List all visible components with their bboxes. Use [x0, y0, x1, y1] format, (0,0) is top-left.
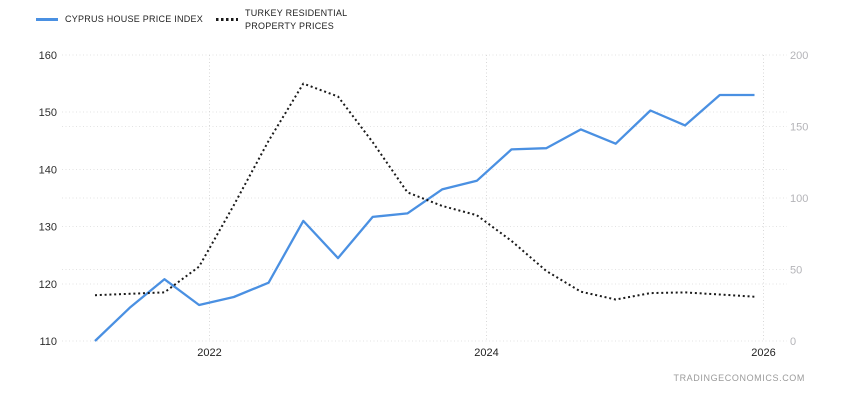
left-axis-tick-label: 150: [39, 107, 57, 119]
x-axis-tick-label: 2024: [474, 347, 498, 359]
cyprus-line-series: [94, 93, 755, 342]
x-axis-tick-label: 2026: [751, 347, 775, 359]
solid-line-swatch-icon: [36, 18, 58, 21]
left-axis-tick-label: 120: [39, 279, 57, 291]
dotted-line-swatch-icon: [216, 18, 239, 21]
left-axis-tick-label: 110: [39, 336, 57, 348]
right-axis-tick-label: 150: [790, 122, 808, 134]
turkey-line-series: [94, 82, 755, 301]
watermark: TRADINGECONOMICS.COM: [673, 373, 805, 383]
legend: CYPRUS HOUSE PRICE INDEX TURKEY RESIDENT…: [36, 7, 397, 32]
x-axis-tick-label: 2022: [197, 347, 221, 359]
right-axis-tick-label: 0: [790, 336, 796, 348]
legend-item-turkey[interactable]: TURKEY RESIDENTIAL PROPERTY PRICES: [216, 7, 397, 32]
right-axis-tick-label: 50: [790, 265, 802, 277]
legend-item-cyprus[interactable]: CYPRUS HOUSE PRICE INDEX: [36, 13, 203, 26]
right-axis-tick-label: 100: [790, 193, 808, 205]
legend-label-cyprus: CYPRUS HOUSE PRICE INDEX: [65, 14, 204, 25]
left-axis-tick-label: 160: [39, 50, 57, 62]
left-axis-tick-label: 140: [39, 164, 57, 176]
left-axis-tick-label: 130: [39, 222, 57, 234]
right-axis-tick-label: 200: [790, 50, 808, 62]
legend-label-turkey: TURKEY RESIDENTIAL PROPERTY PRICES: [245, 8, 348, 31]
